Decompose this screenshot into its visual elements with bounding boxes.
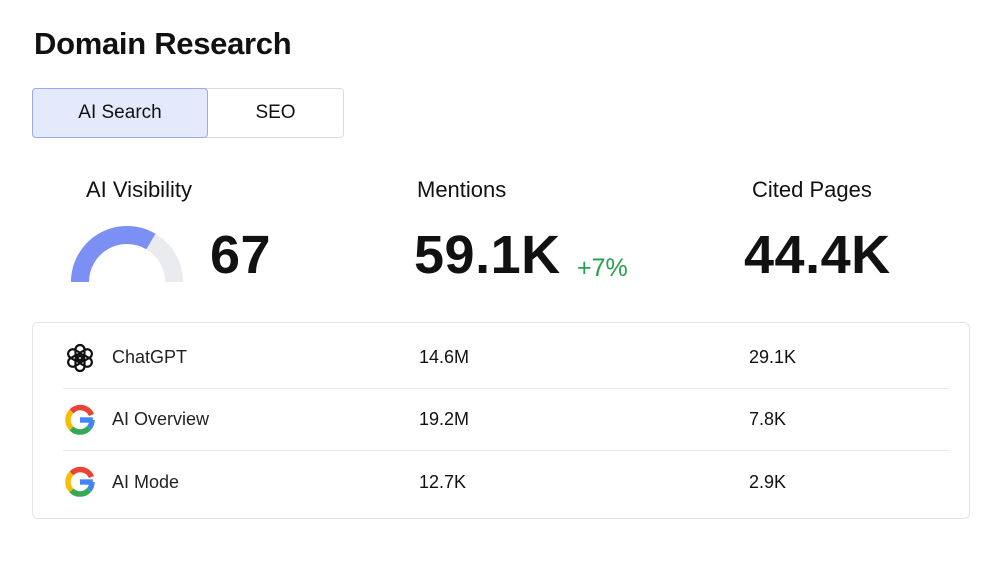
provider-name: AI Overview [112, 409, 210, 429]
cited-pages-value: 44.4K [744, 225, 891, 285]
mentions-delta-badge: +7% [577, 254, 628, 282]
cited-pages-label: Cited Pages [752, 177, 872, 202]
provider-name: ChatGPT [112, 347, 188, 367]
provider-mentions: 19.2M [419, 409, 470, 429]
provider-name: AI Mode [112, 471, 180, 492]
ai-visibility-label: AI Visibility [86, 177, 192, 202]
ai-visibility-value: 67 [210, 225, 272, 285]
provider-row-ai-overview[interactable]: AI Overview 19.2M 7.8K [63, 389, 949, 451]
google-icon [63, 403, 97, 437]
provider-mentions: 12.7K [419, 471, 467, 492]
tab-ai-search[interactable]: AI Search [32, 88, 208, 138]
provider-cited-pages: 7.8K [749, 409, 787, 429]
google-icon [63, 465, 97, 499]
ai-visibility-gauge [71, 226, 183, 283]
tab-seo[interactable]: SEO [255, 102, 296, 123]
tab-group: AI Search SEO [32, 88, 344, 138]
gauge-fill [71, 226, 156, 283]
provider-mentions: 14.6M [419, 347, 470, 367]
mentions-value: 59.1K [414, 225, 561, 285]
provider-breakdown-table: ChatGPT 14.6M 29.1K AI Overview 19.2M 7.… [32, 322, 970, 519]
provider-cited-pages: 29.1K [749, 347, 797, 367]
mentions-label: Mentions [417, 177, 507, 202]
chatgpt-icon [63, 341, 97, 375]
provider-cited-pages: 2.9K [749, 471, 787, 492]
page-title: Domain Research [34, 26, 292, 61]
provider-row-chatgpt[interactable]: ChatGPT 14.6M 29.1K [63, 327, 949, 389]
provider-row-ai-mode[interactable]: AI Mode 12.7K 2.9K [63, 451, 949, 513]
